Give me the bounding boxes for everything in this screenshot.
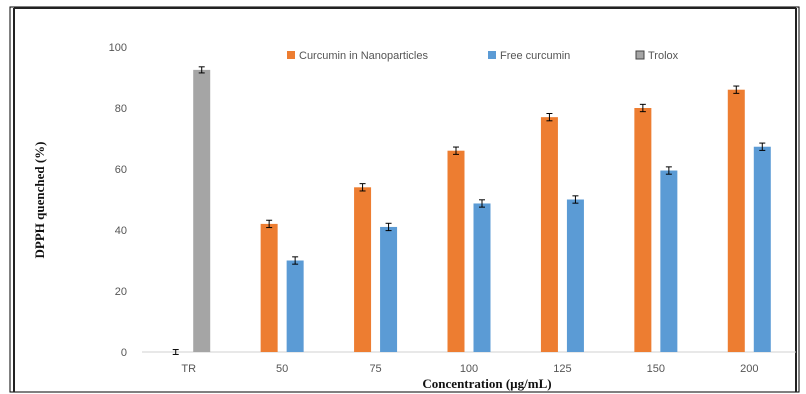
y-tick-label-60: 60 [115,164,127,176]
y-axis-title: DPPH quenched (%) [32,142,47,259]
x-tick-label-75: 75 [369,363,381,375]
x-tick-label-150: 150 [647,363,665,375]
x-tick-label-tr: TR [181,363,196,375]
error-bar-curcumin-in-nanoparticles-150 [639,103,646,113]
legend-swatch-free-curcumin [488,51,496,59]
legend-label-trolox: Trolox [648,50,679,62]
legend-label-free-curcumin: Free curcumin [500,50,570,62]
error-bar-free-curcumin-200 [759,142,766,151]
bar-free-curcumin-75 [380,226,398,352]
legend: Curcumin in Nanoparticles Free curcumin Tr… [287,50,679,62]
bar-free-curcumin-150 [660,170,678,352]
y-tick-label-20: 20 [115,286,127,298]
error-bar-trolox-tr [198,66,205,74]
x-tick-label-100: 100 [460,363,478,375]
bar-curcumin-in-nanoparticles-125 [540,117,558,353]
x-axis-title: Concentration (µg/mL) [422,376,551,391]
chart-border [9,6,800,393]
legend-item-curcumin-in-nanoparticles: Curcumin in Nanoparticles [287,50,428,62]
y-tick-label-100: 100 [109,42,127,54]
legend-item-free-curcumin: Free curcumin [488,50,570,62]
bar-curcumin-in-nanoparticles-100 [447,150,465,352]
bar-free-curcumin-50 [286,260,304,352]
bar-trolox-tr [193,69,211,352]
x-tick-label-50: 50 [276,363,288,375]
legend-swatch-curcumin-in-nanoparticles [287,51,295,59]
legend-label-curcumin-in-nanoparticles: Curcumin in Nanoparticles [299,50,428,62]
x-axis-ticks: TR 50 75 100 125 150 200 [181,363,758,375]
error-bar-free-curcumin-125 [572,195,579,204]
legend-swatch-trolox [635,50,645,60]
error-bar-curcumin-in-nanoparticles-200 [733,85,740,94]
legend-item-trolox: Trolox [635,50,679,62]
error-bar-free-curcumin-150 [665,166,672,175]
error-bar-curcumin-in-nanoparticles-125 [546,112,553,122]
y-tick-label-0: 0 [121,347,127,359]
bar-free-curcumin-125 [566,199,584,352]
error-bar-curcumin-in-nanoparticles-tr [172,349,179,355]
x-tick-label-125: 125 [553,363,571,375]
x-tick-label-200: 200 [740,363,758,375]
bar-free-curcumin-200 [753,146,771,352]
y-tick-label-80: 80 [115,103,127,115]
error-bar-free-curcumin-75 [385,222,392,232]
error-bar-curcumin-in-nanoparticles-100 [453,146,459,155]
bar-free-curcumin-100 [473,203,491,352]
y-axis-ticks: 0 20 40 60 80 100 [109,42,127,359]
bar-curcumin-in-nanoparticles-150 [634,108,652,352]
y-tick-label-40: 40 [115,225,127,237]
bar-curcumin-in-nanoparticles-50 [260,223,278,352]
bar-curcumin-in-nanoparticles-75 [354,187,372,352]
error-bar-curcumin-in-nanoparticles-75 [359,183,366,192]
bar-curcumin-in-nanoparticles-200 [727,89,745,352]
error-bar-free-curcumin-50 [292,256,299,265]
error-bar-curcumin-in-nanoparticles-50 [266,219,273,229]
error-bar-free-curcumin-100 [479,199,485,208]
bars-group [172,66,771,355]
